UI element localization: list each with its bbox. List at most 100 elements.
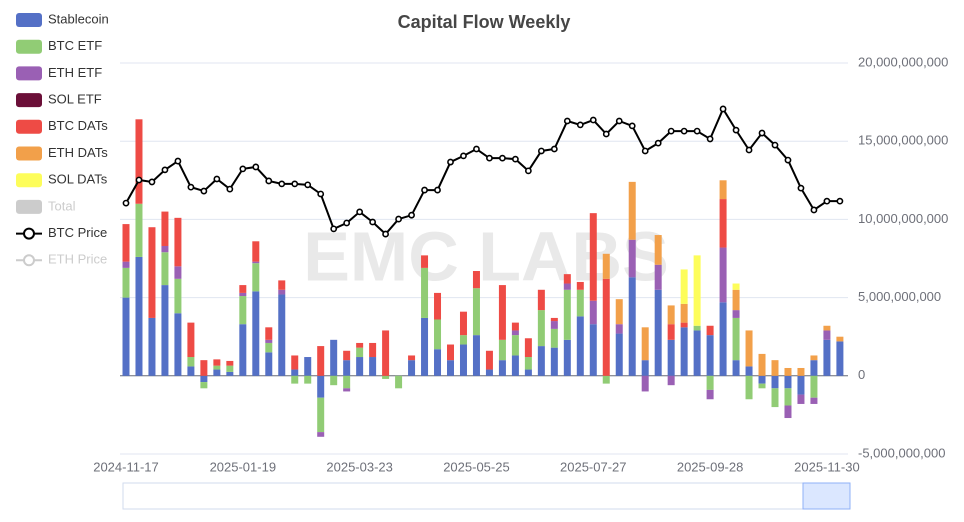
- x-tick-label: 2025-07-27: [560, 459, 627, 474]
- price-point: [576, 121, 584, 129]
- x-tick-label: 2025-09-28: [677, 459, 744, 474]
- bar-segment: [252, 263, 260, 292]
- bar-segment: [784, 405, 792, 419]
- bar-segment: [382, 330, 390, 376]
- bar-segment: [680, 269, 688, 304]
- legend-label[interactable]: Total: [48, 198, 76, 213]
- bar-segment: [641, 375, 649, 392]
- bar-segment: [187, 357, 195, 367]
- bar-segment: [667, 305, 675, 325]
- bar-segment: [148, 227, 156, 318]
- bar-segment: [304, 357, 312, 376]
- legend-swatch: [16, 199, 42, 214]
- legend-label[interactable]: ETH ETF: [48, 65, 102, 80]
- price-point: [408, 211, 415, 219]
- y-tick-label: 15,000,000,000: [858, 133, 948, 148]
- y-tick-label: -5,000,000,000: [858, 445, 945, 460]
- price-point: [460, 152, 467, 160]
- legend-label[interactable]: SOL ETF: [48, 92, 102, 107]
- bar-segment: [511, 330, 519, 336]
- price-point: [706, 135, 714, 143]
- zoom-window[interactable]: [802, 482, 851, 510]
- price-point: [680, 127, 688, 135]
- legend-label[interactable]: BTC ETF: [48, 38, 102, 53]
- bar-segment: [550, 321, 558, 329]
- bar-segment: [459, 344, 467, 376]
- bar-segment: [395, 375, 403, 389]
- bar-segment: [472, 271, 480, 289]
- bar-segment: [252, 291, 260, 376]
- bar-segment: [511, 355, 519, 376]
- bar-segment: [317, 346, 325, 376]
- price-point: [641, 147, 649, 155]
- bar-segment: [797, 367, 805, 376]
- bar-segment: [252, 241, 260, 262]
- bar-segment: [200, 360, 208, 376]
- bar-segment: [524, 369, 532, 376]
- bar-segment: [784, 375, 792, 389]
- bar-segment: [654, 289, 662, 376]
- bar-segment: [459, 335, 467, 345]
- bar-segment: [161, 252, 169, 286]
- bar-segment: [511, 322, 519, 331]
- bar-segment: [369, 357, 377, 376]
- price-point: [836, 197, 844, 205]
- bar-segment: [550, 347, 558, 376]
- legend-label[interactable]: ETH Price: [48, 252, 107, 267]
- bar-segment: [252, 261, 260, 264]
- price-point: [537, 147, 545, 155]
- price-point: [343, 219, 351, 227]
- legend-label[interactable]: BTC Price: [48, 225, 107, 240]
- bar-segment: [693, 255, 701, 326]
- data-zoom[interactable]: [122, 482, 851, 510]
- y-tick-label: 0: [858, 367, 865, 382]
- legend-label[interactable]: BTC DATs: [48, 118, 108, 133]
- bar-segment: [537, 289, 545, 311]
- legend-label[interactable]: Stablecoin: [48, 11, 109, 26]
- bar-segment: [304, 375, 312, 384]
- bar-segment: [239, 292, 247, 297]
- bar-segment: [434, 319, 442, 350]
- bar-segment: [498, 285, 506, 340]
- price-point: [252, 163, 260, 171]
- bar-segment: [615, 333, 623, 376]
- bar-segment: [447, 360, 454, 376]
- bar-segment: [485, 369, 493, 376]
- bar-segment: [421, 267, 429, 318]
- legend-label[interactable]: SOL DATs: [48, 172, 108, 187]
- bar-segment: [187, 322, 195, 358]
- bar-segment: [330, 339, 338, 376]
- bar-segment: [459, 311, 467, 336]
- bar-segment: [408, 355, 416, 361]
- bar-segment: [576, 316, 584, 376]
- bar-segment: [706, 325, 714, 336]
- price-point: [823, 197, 831, 205]
- bar-segment: [693, 330, 701, 376]
- price-point: [382, 230, 389, 238]
- price-point: [628, 122, 636, 130]
- price-point: [486, 154, 493, 162]
- bar-segment: [226, 365, 234, 372]
- price-point: [784, 156, 792, 164]
- bar-segment: [330, 375, 338, 386]
- bar-segment: [226, 371, 234, 376]
- bar-segment: [239, 285, 247, 293]
- bar-segment: [524, 338, 532, 358]
- bar-segment: [122, 261, 130, 268]
- legend-label[interactable]: ETH DATs: [48, 145, 108, 160]
- bar-segment: [576, 281, 584, 290]
- bar-segment: [602, 375, 610, 384]
- price-point: [563, 117, 571, 125]
- bar-segment: [563, 274, 571, 284]
- bar-segment: [187, 366, 195, 376]
- legend-swatch: [16, 13, 42, 27]
- bar-segment: [291, 355, 299, 370]
- price-point: [317, 190, 325, 198]
- bar-segment: [732, 310, 740, 318]
- bar-segment: [680, 303, 688, 323]
- bar-segment: [810, 355, 818, 361]
- price-point: [213, 175, 221, 183]
- bar-segment: [550, 328, 558, 348]
- bar-segment: [343, 388, 351, 392]
- price-point: [499, 154, 506, 162]
